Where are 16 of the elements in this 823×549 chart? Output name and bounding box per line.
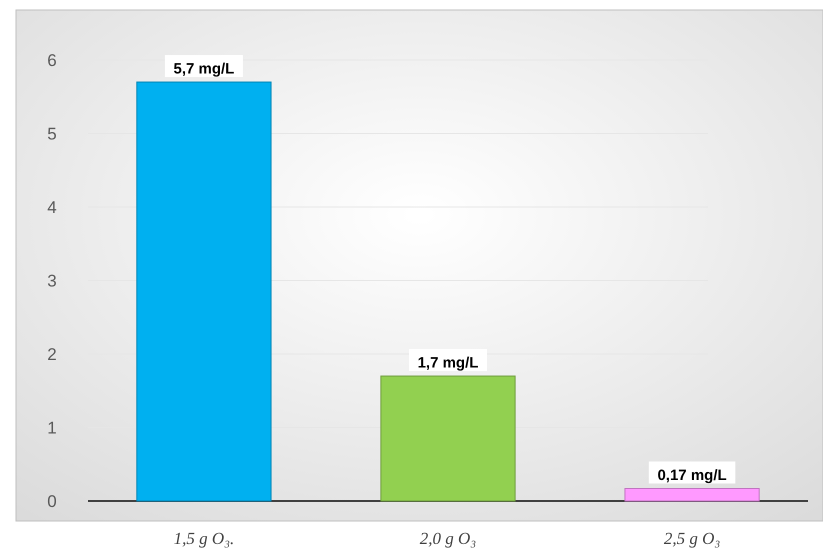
y-tick-label: 1 [47,418,57,438]
bar [380,376,516,502]
y-tick-label: 2 [47,344,57,364]
x-tick-label: 2,0 g O₃ [420,528,476,548]
bar [624,488,760,502]
y-tick-label: 4 [47,198,57,217]
x-tick-label: 2,5 g O₃ [664,528,720,548]
y-tick-label: 3 [47,271,57,290]
data-label: 1,7 mg/L [418,354,478,372]
y-tick-label: 6 [47,50,57,70]
x-tick-label: 1,5 g O₃. [174,528,234,548]
data-label: 5,7 mg/L [174,60,234,78]
data-label: 0,17 mg/L [657,466,727,484]
y-tick-label: 5 [47,124,57,144]
bar [136,82,272,502]
y-tick-label: 0 [47,492,57,511]
